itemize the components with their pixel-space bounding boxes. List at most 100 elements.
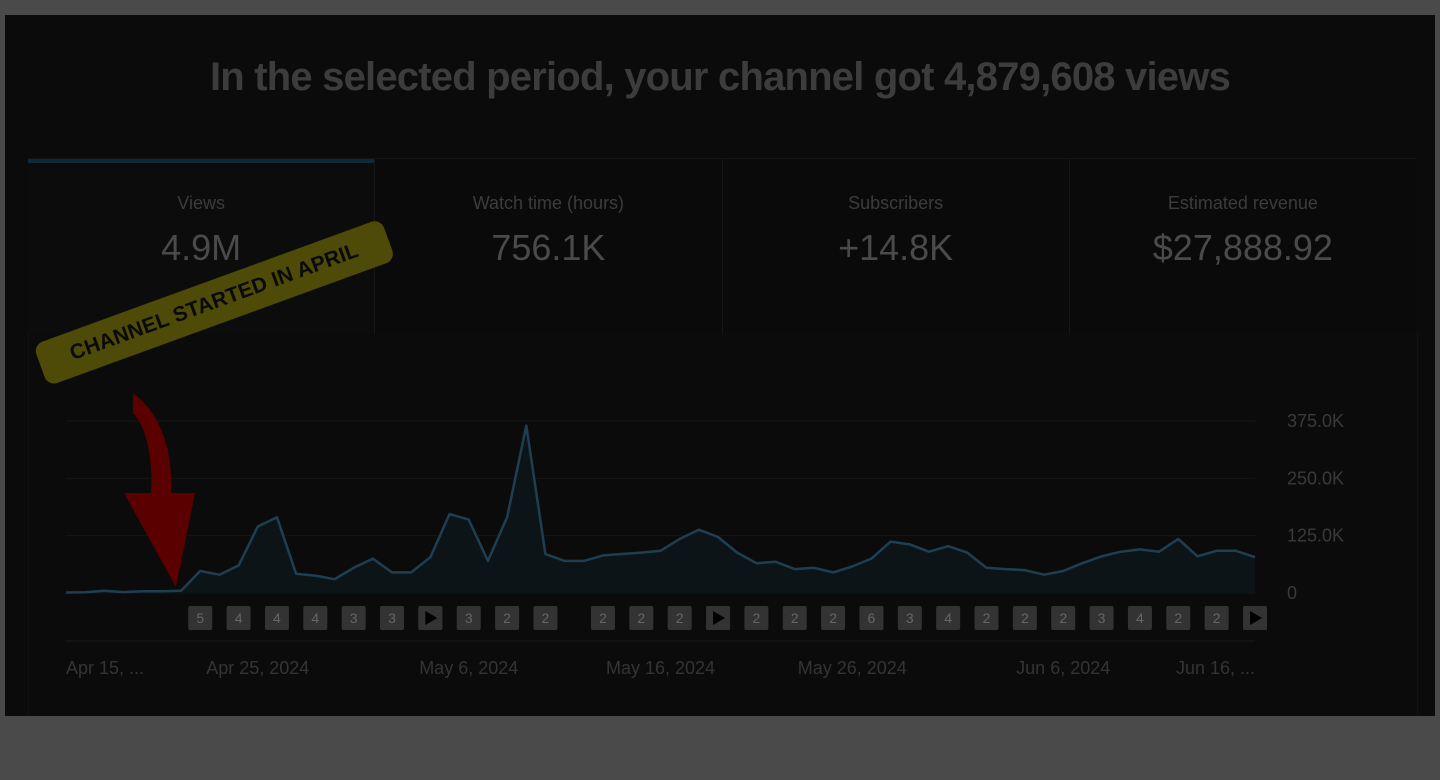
marker-count: 4: [311, 610, 319, 626]
video-marker[interactable]: 2: [782, 606, 807, 630]
marker-count: 2: [1059, 610, 1067, 626]
marker-box: [1089, 606, 1114, 630]
x-tick-label: Jun 16, ...: [1176, 658, 1255, 678]
video-marker[interactable]: 4: [226, 606, 251, 630]
marker-box: [590, 606, 615, 630]
y-tick-label: 375.0K: [1287, 411, 1344, 431]
analytics-panel: In the selected period, your channel got…: [5, 15, 1435, 716]
x-tick-label: May 6, 2024: [419, 658, 518, 678]
y-tick-label: 125.0K: [1287, 526, 1344, 546]
metric-value: $27,888.92: [1152, 227, 1333, 268]
video-marker[interactable]: 3: [341, 606, 366, 630]
marker-box: [821, 606, 846, 630]
video-marker[interactable]: 5: [188, 606, 213, 630]
marker-box: [744, 606, 769, 630]
marker-count: 5: [196, 610, 204, 626]
page-title: In the selected period, your channel got…: [209, 55, 1231, 99]
video-marker[interactable]: 4: [264, 606, 289, 630]
marker-box: [782, 606, 807, 630]
video-marker[interactable]: 4: [1127, 606, 1152, 630]
marker-count: 3: [906, 610, 914, 626]
marker-box: [1204, 606, 1229, 630]
metric-value: 756.1K: [491, 227, 606, 268]
marker-count: 2: [1174, 610, 1182, 626]
marker-box: [456, 606, 481, 630]
chart-area: [28, 333, 1418, 716]
video-marker[interactable]: 2: [667, 606, 692, 630]
marker-box: [1012, 606, 1037, 630]
video-marker[interactable]: 2: [821, 606, 846, 630]
marker-box: [629, 606, 654, 630]
marker-count: 2: [599, 610, 607, 626]
marker-box: [264, 606, 289, 630]
marker-box: [1127, 606, 1152, 630]
y-tick-label: 0: [1287, 583, 1297, 603]
video-marker[interactable]: 4: [936, 606, 961, 630]
video-marker[interactable]: 2: [629, 606, 654, 630]
tab-watch-time[interactable]: Watch time (hours) 756.1K: [375, 159, 723, 334]
marker-box: [188, 606, 213, 630]
play-icon: [1250, 611, 1262, 625]
marker-box: [1166, 606, 1191, 630]
marker-count: 2: [542, 610, 550, 626]
marker-count: 4: [944, 610, 952, 626]
views-line-chart: 375.0K 250.0K 125.0K 0 5 4 4 4 3 3 3 2 2 2 2 2 2 2 2 6 3 4 2 2…: [65, 393, 1344, 678]
video-marker-play[interactable]: [1243, 606, 1267, 630]
x-tick-label: May 26, 2024: [798, 658, 907, 678]
marker-count: 2: [829, 610, 837, 626]
video-marker[interactable]: 2: [533, 606, 558, 630]
metric-label: Subscribers: [848, 193, 944, 213]
marker-count: 4: [273, 610, 281, 626]
video-marker[interactable]: 3: [897, 606, 922, 630]
play-icon: [713, 611, 726, 625]
marker-box: [495, 606, 520, 630]
marker-box: [380, 606, 405, 630]
video-marker[interactable]: 2: [495, 606, 520, 630]
marker-box: [533, 606, 558, 630]
marker-box: [341, 606, 366, 630]
play-icon: [425, 611, 438, 625]
metric-label: Watch time (hours): [472, 193, 625, 213]
video-marker[interactable]: 6: [859, 606, 884, 630]
metric-value: +14.8K: [838, 227, 954, 268]
marker-count: 2: [791, 610, 799, 626]
marker-count: 3: [350, 610, 358, 626]
video-marker-play[interactable]: [706, 606, 731, 630]
video-marker[interactable]: 2: [1012, 606, 1037, 630]
marker-count: 2: [676, 610, 684, 626]
metric-value: 4.9M: [161, 227, 242, 268]
y-tick-label: 250.0K: [1287, 468, 1344, 488]
marker-box: [226, 606, 251, 630]
marker-count: 6: [868, 610, 876, 626]
video-marker[interactable]: 2: [744, 606, 769, 630]
video-marker[interactable]: 3: [1089, 606, 1114, 630]
marker-box: [859, 606, 884, 630]
video-marker[interactable]: 2: [974, 606, 999, 630]
tab-estimated-revenue[interactable]: Estimated revenue $27,888.92: [1069, 159, 1416, 334]
marker-count: 2: [503, 610, 511, 626]
video-marker[interactable]: 3: [380, 606, 405, 630]
x-tick-label: Apr 25, 2024: [206, 658, 309, 678]
video-marker-play[interactable]: [418, 606, 443, 630]
marker-count: 2: [1213, 610, 1221, 626]
video-marker[interactable]: 2: [1204, 606, 1229, 630]
marker-box: [303, 606, 328, 630]
video-marker[interactable]: 2: [1166, 606, 1191, 630]
marker-box: [897, 606, 922, 630]
marker-count: 3: [1098, 610, 1106, 626]
selected-tab-indicator: [28, 159, 375, 163]
marker-count: 2: [1021, 610, 1029, 626]
x-tick-label: Apr 15, ...: [66, 658, 144, 678]
video-marker[interactable]: 4: [303, 606, 328, 630]
video-marker[interactable]: 2: [1051, 606, 1076, 630]
marker-count: 2: [752, 610, 760, 626]
metric-label: Views: [177, 193, 225, 213]
marker-count: 3: [388, 610, 396, 626]
tab-subscribers[interactable]: Subscribers +14.8K: [722, 159, 1070, 334]
arrow-icon: [124, 393, 195, 587]
marker-count: 2: [637, 610, 645, 626]
series-line-views: [65, 424, 1256, 594]
video-marker[interactable]: 3: [456, 606, 481, 630]
video-marker[interactable]: 2: [590, 606, 615, 630]
series-area: [66, 425, 1255, 593]
